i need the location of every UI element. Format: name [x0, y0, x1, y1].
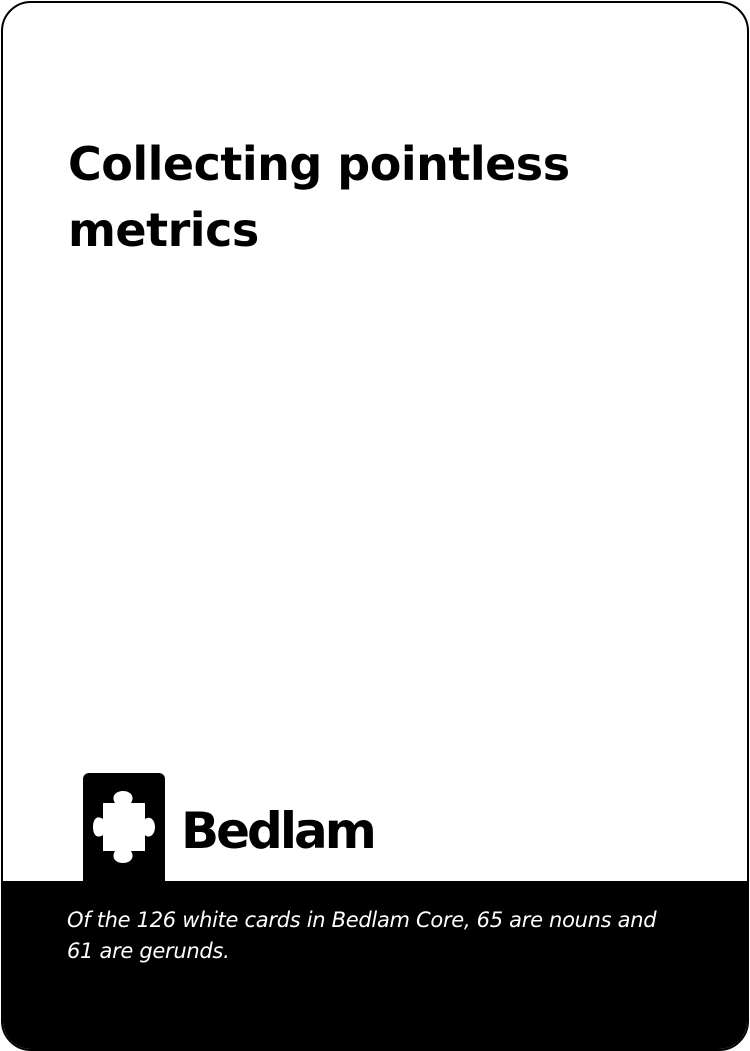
puzzle-piece-icon — [93, 791, 155, 863]
brand-name: Bedlam — [181, 802, 377, 860]
card-title: Collecting pointless metrics — [68, 137, 570, 257]
card-footnote: Of the 126 white cards in Bedlam Core, 6… — [67, 908, 657, 963]
logo-badge — [83, 773, 165, 885]
card-footer — [3, 881, 747, 1049]
